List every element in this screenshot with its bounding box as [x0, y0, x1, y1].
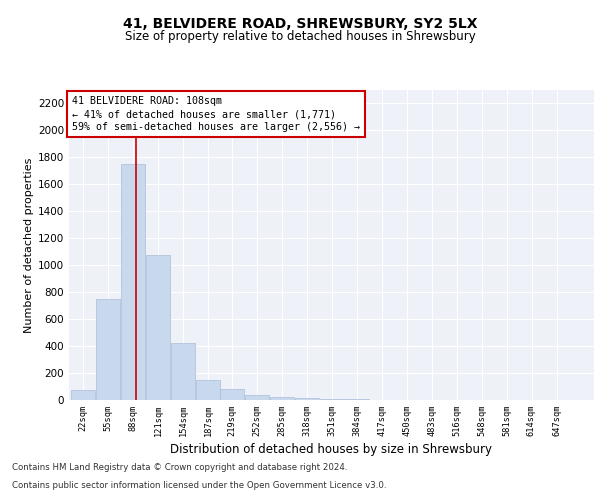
Bar	[295, 398, 319, 400]
Bar	[71, 390, 95, 400]
Bar	[320, 398, 344, 400]
Bar	[146, 255, 170, 400]
Bar	[270, 396, 295, 400]
Bar	[196, 380, 220, 400]
Text: 41, BELVIDERE ROAD, SHREWSBURY, SY2 5LX: 41, BELVIDERE ROAD, SHREWSBURY, SY2 5LX	[123, 18, 477, 32]
X-axis label: Distribution of detached houses by size in Shrewsbury: Distribution of detached houses by size …	[170, 444, 493, 456]
Text: Contains HM Land Registry data © Crown copyright and database right 2024.: Contains HM Land Registry data © Crown c…	[12, 464, 347, 472]
Text: Contains public sector information licensed under the Open Government Licence v3: Contains public sector information licen…	[12, 481, 386, 490]
Bar	[345, 398, 370, 400]
Bar	[171, 344, 195, 400]
Bar	[220, 389, 244, 400]
Text: Size of property relative to detached houses in Shrewsbury: Size of property relative to detached ho…	[125, 30, 475, 43]
Bar	[96, 299, 120, 400]
Bar	[245, 396, 269, 400]
Bar	[121, 164, 145, 400]
Y-axis label: Number of detached properties: Number of detached properties	[24, 158, 34, 332]
Text: 41 BELVIDERE ROAD: 108sqm
← 41% of detached houses are smaller (1,771)
59% of se: 41 BELVIDERE ROAD: 108sqm ← 41% of detac…	[72, 96, 360, 132]
